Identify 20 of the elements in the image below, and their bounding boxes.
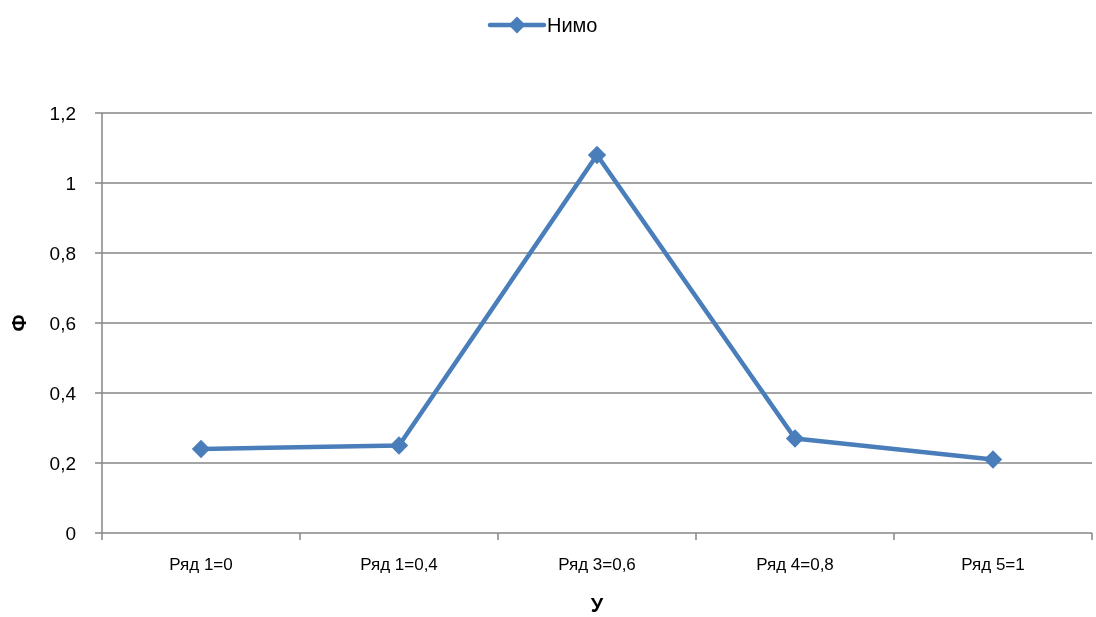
point: [983, 450, 1003, 469]
x-tick-label: Ряд 1=0: [169, 555, 233, 574]
y-tick-label: 1: [65, 172, 76, 194]
y-tick-label: 1,2: [49, 102, 76, 124]
x-tick-label: Ряд 3=0,6: [558, 555, 636, 574]
x-tick-label: Ряд 4=0,8: [756, 555, 834, 574]
x-tick-label: Ряд 1=0,4: [360, 555, 438, 574]
y-tick-label: 0,4: [49, 382, 77, 404]
point: [785, 429, 805, 448]
y-axis-title: Ф: [8, 314, 30, 332]
y-tick-label: 0,6: [49, 312, 76, 334]
x-axis-title: У: [590, 594, 604, 616]
y-tick-label: 0: [65, 522, 76, 544]
y-tick-label: 0,8: [49, 242, 76, 264]
point: [389, 436, 409, 455]
point: [587, 145, 607, 165]
point: [191, 439, 211, 459]
y-tick-label: 0,2: [49, 452, 76, 474]
x-tick-label: Ряд 5=1: [961, 555, 1025, 574]
legend-label: Нимо: [547, 14, 598, 36]
